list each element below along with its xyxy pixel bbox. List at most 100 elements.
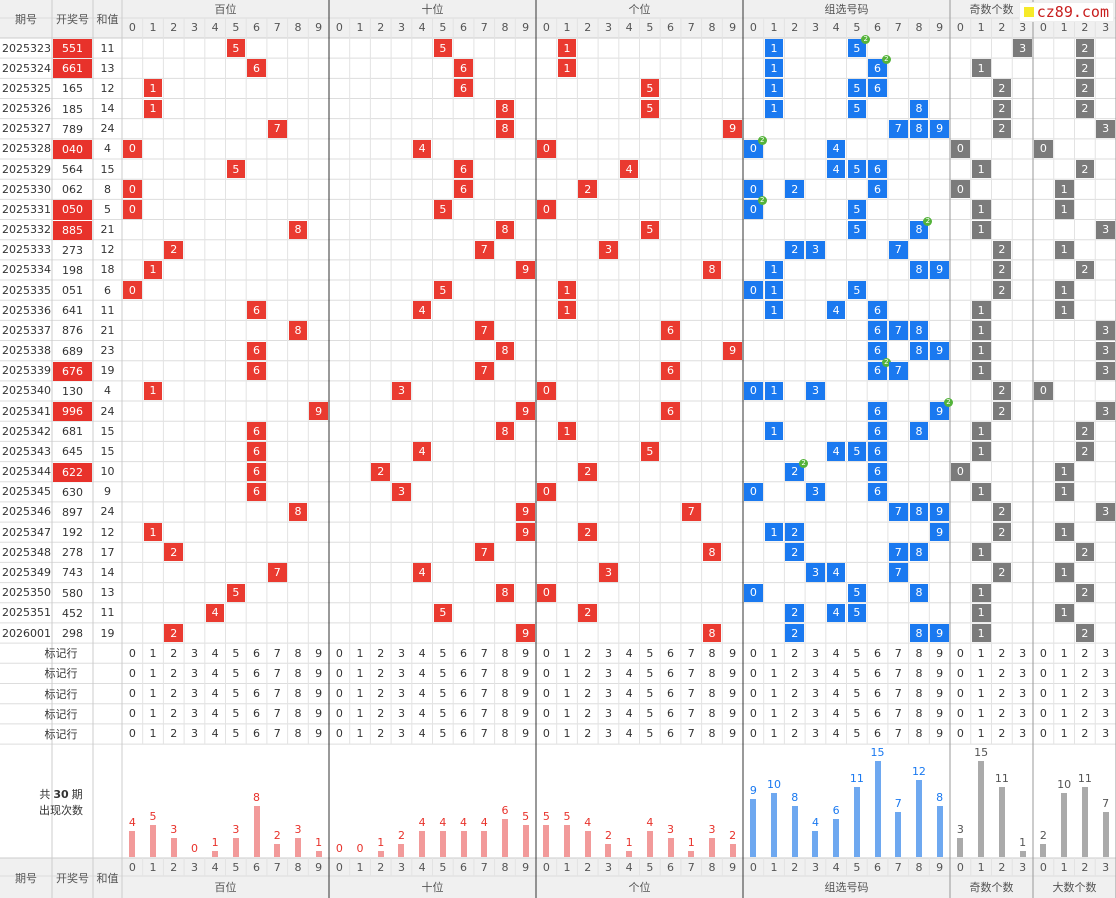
mark-cell[interactable]: 9 (522, 707, 530, 721)
mark-cell[interactable]: 9 (315, 646, 323, 660)
mark-cell[interactable]: 2 (377, 727, 385, 741)
mark-cell[interactable]: 8 (708, 646, 716, 660)
mark-cell[interactable]: 8 (501, 687, 509, 701)
mark-cell[interactable]: 1 (977, 707, 985, 721)
mark-cell[interactable]: 7 (480, 646, 488, 660)
mark-cell[interactable]: 9 (315, 707, 323, 721)
mark-cell[interactable]: 9 (522, 666, 530, 680)
mark-cell[interactable]: 6 (253, 666, 261, 680)
mark-cell[interactable]: 3 (811, 666, 819, 680)
mark-cell[interactable]: 0 (335, 687, 343, 701)
mark-cell[interactable]: 7 (480, 727, 488, 741)
mark-cell[interactable]: 0 (1039, 666, 1047, 680)
mark-cell[interactable]: 2 (791, 646, 799, 660)
mark-cell[interactable]: 7 (894, 666, 902, 680)
mark-cell[interactable]: 9 (936, 666, 944, 680)
mark-cell[interactable]: 4 (211, 707, 219, 721)
mark-cell[interactable]: 0 (128, 727, 136, 741)
mark-cell[interactable]: 3 (1019, 646, 1027, 660)
mark-cell[interactable]: 3 (1102, 687, 1110, 701)
mark-cell[interactable]: 3 (1102, 666, 1110, 680)
mark-cell[interactable]: 4 (418, 707, 426, 721)
mark-cell[interactable]: 1 (149, 666, 157, 680)
mark-cell[interactable]: 7 (480, 687, 488, 701)
mark-cell[interactable]: 4 (418, 646, 426, 660)
mark-cell[interactable]: 3 (1102, 727, 1110, 741)
mark-cell[interactable]: 7 (687, 707, 695, 721)
mark-cell[interactable]: 3 (811, 646, 819, 660)
mark-cell[interactable]: 6 (460, 646, 468, 660)
mark-cell[interactable]: 8 (294, 727, 302, 741)
mark-cell[interactable]: 1 (977, 727, 985, 741)
mark-cell[interactable]: 2 (998, 687, 1006, 701)
mark-cell[interactable]: 8 (708, 666, 716, 680)
mark-cell[interactable]: 0 (128, 687, 136, 701)
mark-cell[interactable]: 6 (253, 707, 261, 721)
mark-cell[interactable]: 4 (625, 707, 633, 721)
mark-cell[interactable]: 3 (604, 646, 612, 660)
mark-cell[interactable]: 2 (584, 646, 592, 660)
mark-cell[interactable]: 2 (170, 707, 178, 721)
mark-cell[interactable]: 8 (915, 666, 923, 680)
mark-cell[interactable]: 0 (335, 727, 343, 741)
mark-cell[interactable]: 2 (1081, 666, 1089, 680)
mark-cell[interactable]: 5 (439, 666, 447, 680)
mark-cell[interactable]: 0 (1039, 727, 1047, 741)
mark-cell[interactable]: 9 (522, 646, 530, 660)
mark-cell[interactable]: 5 (853, 687, 861, 701)
mark-cell[interactable]: 2 (377, 666, 385, 680)
mark-cell[interactable]: 2 (170, 687, 178, 701)
mark-cell[interactable]: 7 (687, 687, 695, 701)
mark-cell[interactable]: 8 (501, 707, 509, 721)
mark-cell[interactable]: 0 (956, 646, 964, 660)
mark-cell[interactable]: 0 (542, 707, 550, 721)
mark-cell[interactable]: 8 (501, 666, 509, 680)
mark-cell[interactable]: 8 (915, 707, 923, 721)
mark-cell[interactable]: 2 (584, 666, 592, 680)
mark-cell[interactable]: 1 (977, 666, 985, 680)
mark-cell[interactable]: 2 (998, 707, 1006, 721)
mark-cell[interactable]: 8 (915, 646, 923, 660)
mark-cell[interactable]: 6 (667, 646, 675, 660)
mark-cell[interactable]: 1 (770, 666, 778, 680)
mark-cell[interactable]: 5 (853, 646, 861, 660)
mark-cell[interactable]: 0 (956, 666, 964, 680)
mark-cell[interactable]: 9 (522, 687, 530, 701)
mark-cell[interactable]: 2 (998, 666, 1006, 680)
mark-cell[interactable]: 9 (936, 646, 944, 660)
mark-cell[interactable]: 6 (874, 707, 882, 721)
mark-cell[interactable]: 6 (667, 707, 675, 721)
mark-cell[interactable]: 5 (439, 646, 447, 660)
mark-cell[interactable]: 0 (956, 707, 964, 721)
mark-cell[interactable]: 6 (874, 727, 882, 741)
mark-cell[interactable]: 8 (294, 666, 302, 680)
mark-cell[interactable]: 8 (294, 646, 302, 660)
mark-cell[interactable]: 6 (874, 646, 882, 660)
mark-cell[interactable]: 5 (853, 666, 861, 680)
mark-cell[interactable]: 0 (335, 666, 343, 680)
mark-cell[interactable]: 5 (646, 687, 654, 701)
mark-cell[interactable]: 1 (770, 646, 778, 660)
mark-cell[interactable]: 5 (439, 687, 447, 701)
mark-cell[interactable]: 3 (190, 707, 198, 721)
mark-cell[interactable]: 1 (563, 666, 571, 680)
mark-cell[interactable]: 3 (1019, 687, 1027, 701)
mark-cell[interactable]: 2 (998, 646, 1006, 660)
mark-cell[interactable]: 8 (915, 727, 923, 741)
mark-cell[interactable]: 4 (418, 666, 426, 680)
mark-cell[interactable]: 7 (273, 666, 281, 680)
mark-cell[interactable]: 3 (604, 727, 612, 741)
mark-cell[interactable]: 5 (232, 687, 240, 701)
mark-cell[interactable]: 5 (646, 727, 654, 741)
mark-cell[interactable]: 3 (1019, 727, 1027, 741)
mark-cell[interactable]: 7 (894, 646, 902, 660)
mark-cell[interactable]: 8 (294, 687, 302, 701)
mark-cell[interactable]: 3 (604, 707, 612, 721)
mark-cell[interactable]: 1 (356, 727, 364, 741)
mark-cell[interactable]: 2 (1081, 727, 1089, 741)
mark-cell[interactable]: 0 (542, 687, 550, 701)
mark-cell[interactable]: 0 (749, 707, 757, 721)
mark-cell[interactable]: 5 (439, 707, 447, 721)
mark-cell[interactable]: 7 (687, 666, 695, 680)
mark-cell[interactable]: 4 (625, 687, 633, 701)
